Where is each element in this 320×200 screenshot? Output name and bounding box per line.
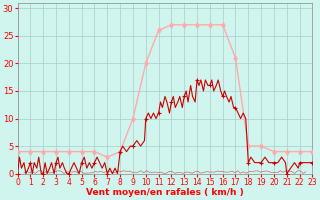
X-axis label: Vent moyen/en rafales ( km/h ): Vent moyen/en rafales ( km/h ) xyxy=(86,188,244,197)
